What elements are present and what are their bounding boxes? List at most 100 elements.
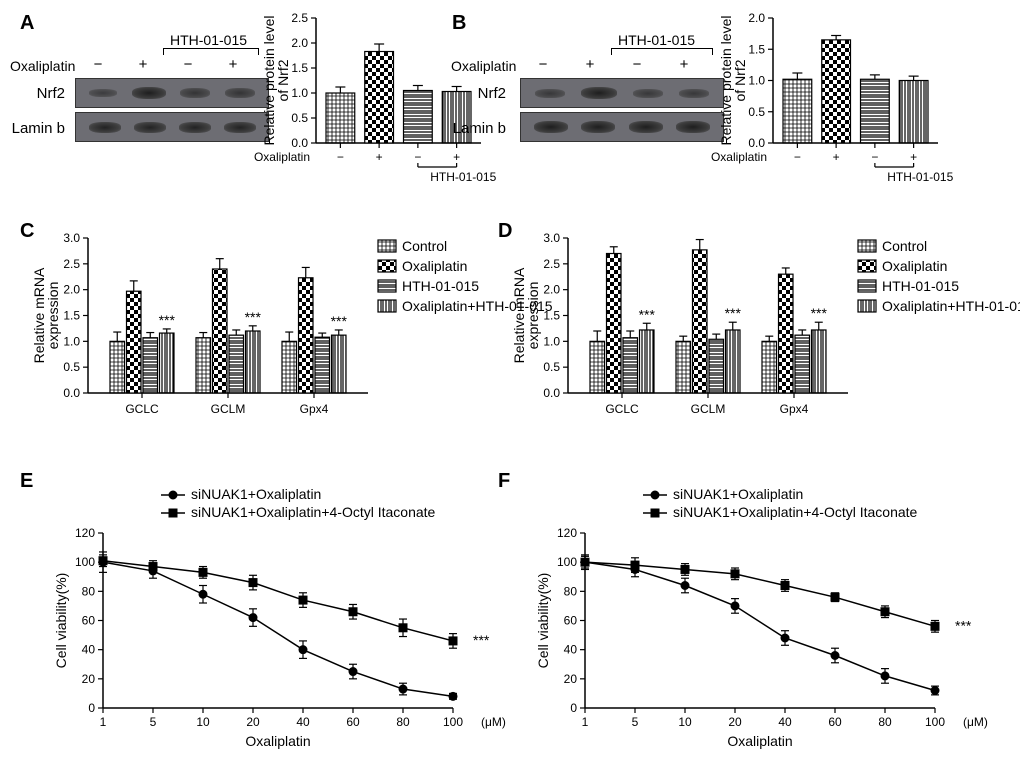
svg-text:Gpx4: Gpx4 (780, 402, 809, 416)
svg-text:40: 40 (778, 715, 792, 729)
svg-text:HTH-01-015: HTH-01-015 (402, 278, 479, 294)
svg-text:60: 60 (828, 715, 842, 729)
svg-text:***: *** (811, 305, 828, 321)
svg-text:80: 80 (878, 715, 892, 729)
svg-text:Relative mRNAexpression: Relative mRNAexpression (31, 267, 61, 363)
svg-text:Oxaliplatin: Oxaliplatin (254, 150, 310, 164)
svg-text:Oxaliplatin+HTH-01-015: Oxaliplatin+HTH-01-015 (882, 298, 1020, 314)
wb-a-hth-label: HTH-01-015 (170, 32, 247, 48)
svg-text:2.0: 2.0 (63, 283, 80, 297)
svg-text:2.0: 2.0 (291, 36, 308, 50)
wb-a-l4: + (218, 56, 248, 73)
svg-text:+: + (453, 150, 460, 164)
wb-a-l3: − (173, 56, 203, 73)
svg-text:2.5: 2.5 (291, 11, 308, 25)
svg-text:1.0: 1.0 (63, 334, 80, 348)
svg-text:120: 120 (75, 526, 95, 540)
svg-text:0.0: 0.0 (63, 386, 80, 400)
wb-b-l1: − (528, 56, 558, 73)
svg-text:(μM): (μM) (481, 715, 506, 729)
wb-b-l3: − (622, 56, 652, 73)
wb-b-gel2 (520, 112, 724, 142)
panel-d-barchart: 0.00.51.01.52.02.53.0Relative mRNAexpres… (518, 230, 1018, 450)
figure-root: A B C D E F HTH-01-015 Oxaliplatin − + −… (0, 0, 1020, 773)
svg-text:20: 20 (246, 715, 260, 729)
panel-f-linechart: 020406080100120151020406080100(μM)Cell v… (530, 485, 1010, 775)
svg-text:Relative protein levelof Nrf2: Relative protein levelof Nrf2 (718, 16, 748, 146)
svg-text:0: 0 (88, 701, 95, 715)
svg-text:Oxaliplatin: Oxaliplatin (711, 150, 767, 164)
svg-text:***: *** (955, 617, 972, 633)
svg-text:***: *** (245, 309, 262, 325)
svg-text:2.0: 2.0 (748, 11, 765, 25)
wb-b-l2: + (575, 56, 605, 73)
svg-text:siNUAK1+Oxaliplatin: siNUAK1+Oxaliplatin (191, 486, 321, 502)
wb-a-row1: Nrf2 (10, 85, 65, 102)
svg-text:siNUAK1+Oxaliplatin: siNUAK1+Oxaliplatin (673, 486, 803, 502)
svg-text:***: *** (159, 312, 176, 328)
svg-text:10: 10 (678, 715, 692, 729)
svg-text:5: 5 (150, 715, 157, 729)
svg-text:−: − (414, 150, 421, 164)
svg-text:20: 20 (564, 672, 578, 686)
svg-text:3.0: 3.0 (543, 231, 560, 245)
svg-text:(μM): (μM) (963, 715, 988, 729)
wb-a-gel1 (75, 78, 269, 108)
svg-text:0.5: 0.5 (291, 111, 308, 125)
svg-text:−: − (794, 150, 801, 164)
svg-text:Relative mRNAexpression: Relative mRNAexpression (511, 267, 541, 363)
svg-text:1.5: 1.5 (748, 42, 765, 56)
svg-text:2.5: 2.5 (543, 257, 560, 271)
svg-text:0.0: 0.0 (291, 136, 308, 150)
svg-text:60: 60 (82, 614, 96, 628)
wb-a-gel2 (75, 112, 269, 142)
svg-text:Cell viability(%): Cell viability(%) (53, 573, 69, 669)
svg-text:Oxaliplatin: Oxaliplatin (245, 733, 310, 749)
svg-text:HTH-01-015: HTH-01-015 (882, 278, 959, 294)
svg-text:1.5: 1.5 (63, 309, 80, 323)
wb-b-bracket (611, 48, 713, 55)
svg-text:40: 40 (296, 715, 310, 729)
svg-text:−: − (871, 150, 878, 164)
svg-text:HTH-01-015: HTH-01-015 (887, 170, 953, 184)
svg-text:80: 80 (82, 584, 96, 598)
panel-label-a: A (20, 12, 34, 35)
svg-text:Cell viability(%): Cell viability(%) (535, 573, 551, 669)
svg-text:Oxaliplatin: Oxaliplatin (727, 733, 792, 749)
svg-text:40: 40 (82, 643, 96, 657)
svg-text:60: 60 (564, 614, 578, 628)
svg-text:10: 10 (196, 715, 210, 729)
svg-text:5: 5 (632, 715, 639, 729)
svg-text:1: 1 (100, 715, 107, 729)
svg-text:1.5: 1.5 (291, 61, 308, 75)
panel-a-barchart: 0.00.51.01.52.02.5Relative protein level… (268, 8, 523, 223)
svg-text:Control: Control (402, 238, 447, 254)
svg-text:1.5: 1.5 (543, 309, 560, 323)
svg-text:120: 120 (557, 526, 577, 540)
svg-text:60: 60 (346, 715, 360, 729)
svg-text:0.5: 0.5 (543, 360, 560, 374)
svg-text:siNUAK1+Oxaliplatin+4-Octyl It: siNUAK1+Oxaliplatin+4-Octyl Itaconate (673, 504, 918, 520)
svg-text:Oxaliplatin: Oxaliplatin (402, 258, 467, 274)
svg-text:2.5: 2.5 (63, 257, 80, 271)
svg-text:1.0: 1.0 (748, 74, 765, 88)
wb-b-gel1 (520, 78, 724, 108)
wb-a-bracket (163, 48, 259, 55)
svg-text:100: 100 (557, 555, 577, 569)
svg-text:1.0: 1.0 (543, 334, 560, 348)
svg-text:GCLM: GCLM (691, 402, 726, 416)
svg-text:***: *** (473, 632, 490, 648)
svg-text:0.0: 0.0 (748, 136, 765, 150)
svg-text:0.5: 0.5 (748, 105, 765, 119)
svg-text:+: + (376, 150, 383, 164)
svg-text:***: *** (331, 313, 348, 329)
panel-c-barchart: 0.00.51.01.52.02.53.0Relative mRNAexpres… (38, 230, 538, 450)
svg-text:100: 100 (75, 555, 95, 569)
svg-text:100: 100 (925, 715, 945, 729)
svg-text:GCLC: GCLC (605, 402, 639, 416)
svg-text:Oxaliplatin: Oxaliplatin (882, 258, 947, 274)
svg-text:GCLM: GCLM (211, 402, 246, 416)
panel-e-linechart: 020406080100120151020406080100(μM)Cell v… (48, 485, 528, 775)
wb-a-oxa-label: Oxaliplatin (10, 58, 75, 74)
svg-text:100: 100 (443, 715, 463, 729)
